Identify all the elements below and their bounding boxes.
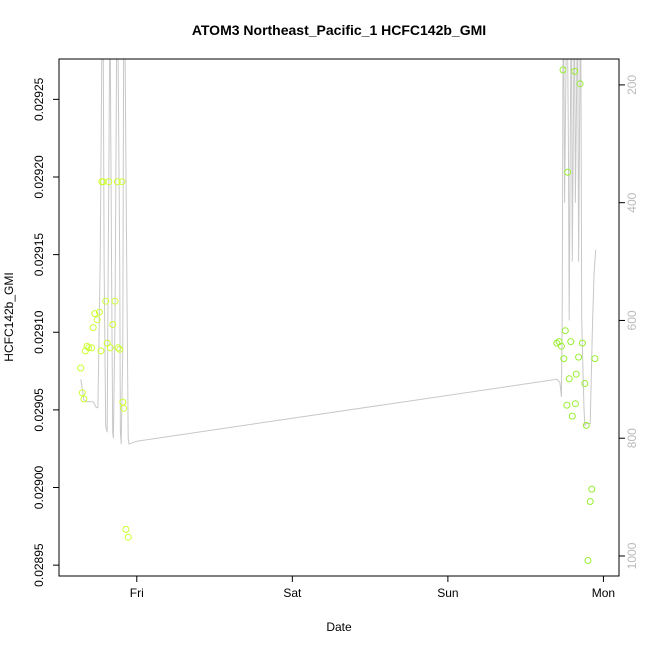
data-point [563, 401, 571, 409]
y2-tick-label: 200 [625, 75, 639, 95]
axes-layer: Fri Sat Sun Mon 0.02895 0.02900 0.02905 0.02910… [32, 75, 639, 600]
data-point [564, 168, 572, 176]
data-point [582, 421, 590, 429]
data-point [105, 178, 113, 186]
y-axis-label: HCFC142b_GMI [2, 272, 16, 361]
data-point [124, 533, 132, 541]
y-tick-label: 0.02895 [32, 543, 46, 587]
y-tick-label: 0.02905 [32, 388, 46, 432]
data-point [122, 525, 130, 533]
data-point [113, 178, 121, 186]
data-point [88, 344, 96, 352]
data-point [575, 353, 583, 361]
data-point [97, 347, 105, 355]
data-point [116, 345, 124, 353]
plot-frame [58, 58, 620, 577]
data-point [588, 485, 596, 493]
data-point [568, 412, 576, 420]
y2-tick-label: 800 [625, 428, 639, 448]
data-point [111, 297, 119, 305]
data-point [78, 389, 86, 397]
data-point [106, 344, 114, 352]
data-point [581, 380, 589, 387]
data-point [93, 316, 101, 324]
pressure-line-layer [80, 59, 597, 445]
data-point [85, 344, 93, 352]
x-tick-label: Mon [592, 586, 615, 600]
y-tick-label: 0.02925 [32, 77, 46, 121]
data-point [91, 310, 99, 318]
data-point [118, 178, 126, 186]
data-point [120, 404, 128, 412]
data-point [584, 557, 592, 564]
data-point [591, 355, 599, 363]
data-point [95, 308, 103, 316]
data-point [559, 66, 567, 74]
data-point [571, 67, 579, 75]
x-axis-label: Date [326, 620, 352, 634]
chart-title: ATOM3 Northeast_Pacific_1 HCFC142b_GMI [192, 22, 486, 38]
y2-tick-label: 1000 [625, 542, 639, 569]
data-point [567, 338, 575, 346]
data-point [83, 342, 91, 350]
data-point [80, 395, 88, 403]
y-tick-label: 0.02920 [32, 155, 46, 199]
x-tick-label: Sat [283, 586, 302, 600]
y2-tick-label: 400 [625, 192, 639, 212]
data-point [565, 375, 573, 383]
x-tick-label: Fri [130, 586, 144, 600]
y-tick-label: 0.02910 [32, 310, 46, 354]
pressure-line [80, 59, 597, 445]
y2-tick-label: 600 [625, 310, 639, 330]
data-point [102, 297, 110, 305]
x-tick-label: Sun [437, 586, 458, 600]
y-tick-label: 0.02915 [32, 233, 46, 277]
data-point [561, 327, 569, 335]
data-point [557, 342, 565, 350]
data-point [109, 321, 117, 328]
data-point [572, 370, 580, 378]
points-layer [77, 66, 599, 564]
y-tick-label: 0.02900 [32, 465, 46, 509]
data-point [571, 400, 579, 408]
data-point [576, 80, 584, 88]
data-point [578, 339, 586, 347]
data-point [560, 355, 568, 363]
data-point [103, 339, 111, 347]
data-point [114, 344, 122, 352]
data-point [586, 498, 594, 505]
data-point [89, 324, 97, 332]
data-point [77, 364, 85, 372]
